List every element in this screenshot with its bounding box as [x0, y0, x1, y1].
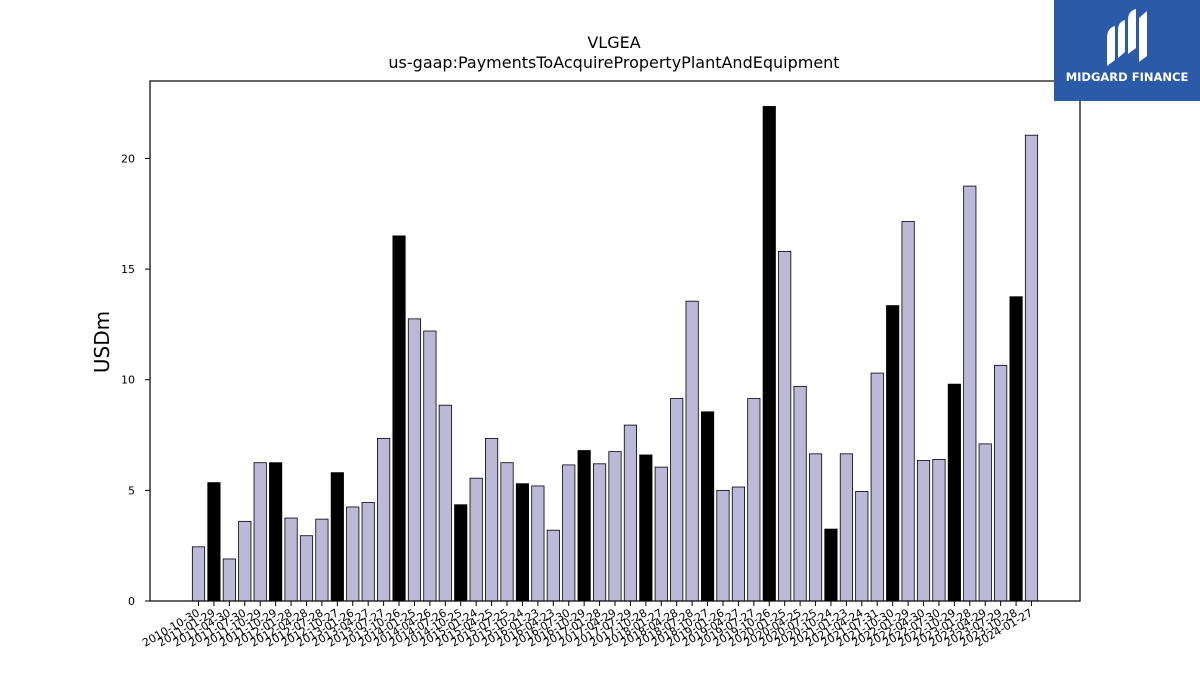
- bar: [731, 486, 745, 602]
- bar: [916, 460, 931, 602]
- bar: [299, 535, 314, 602]
- y-tick-label: 0: [128, 595, 135, 608]
- bar: [654, 466, 668, 602]
- bar: [886, 305, 900, 602]
- bar: [577, 450, 591, 602]
- logo-text: MIDGARD FINANCE: [1065, 70, 1189, 84]
- bar: [222, 558, 236, 602]
- bar: [623, 424, 638, 602]
- bar: [423, 330, 437, 602]
- bar: [207, 482, 221, 602]
- bar: [994, 364, 1008, 602]
- chart-title: VLGEA: [587, 33, 640, 52]
- chart-subtitle: us-gaap:PaymentsToAcquirePropertyPlantAn…: [388, 53, 839, 72]
- bar: [531, 485, 545, 602]
- bars-group: [191, 106, 1039, 602]
- bar: [253, 462, 267, 602]
- midgard-finance-logo: MIDGARD FINANCE: [1054, 0, 1200, 101]
- bar: [361, 502, 375, 602]
- x-axis: 2010-10-302011-01-292011-04-302011-07-30…: [140, 601, 1035, 650]
- bar: [238, 520, 252, 602]
- y-tick-label: 10: [121, 374, 135, 387]
- bar: [762, 106, 776, 602]
- bar: [716, 489, 730, 602]
- bar: [932, 458, 946, 602]
- bar: [392, 235, 406, 602]
- bar: [700, 411, 715, 602]
- bar: [500, 462, 514, 602]
- bar: [947, 383, 961, 602]
- bar: [608, 451, 622, 602]
- bar: [269, 462, 283, 602]
- bar: [330, 472, 344, 602]
- bar: [639, 454, 653, 602]
- bar: [315, 518, 329, 602]
- y-axis: 0 5 10 15 20: [121, 152, 150, 608]
- bar: [839, 453, 853, 602]
- bar: [978, 443, 992, 602]
- bar: [685, 300, 699, 602]
- y-tick-label: 20: [121, 152, 135, 165]
- bar: [963, 185, 977, 602]
- bar: [346, 506, 360, 602]
- bar: [870, 372, 884, 602]
- bar: [407, 318, 422, 602]
- bar: [546, 529, 560, 602]
- bar: [377, 437, 391, 602]
- bar: [284, 517, 298, 602]
- bar: [855, 491, 869, 602]
- bar: [1024, 134, 1039, 602]
- bar: [793, 385, 807, 602]
- bar: [1009, 296, 1023, 602]
- bar: [747, 398, 761, 602]
- bar: [593, 463, 607, 602]
- plot-frame: [149, 80, 1081, 602]
- bar: [191, 546, 206, 602]
- bar: [824, 528, 838, 602]
- bar: [515, 483, 530, 602]
- midgard-logo-icon: [1107, 9, 1147, 66]
- y-axis-label: USDm: [90, 311, 114, 373]
- bar: [778, 250, 792, 602]
- bar: [438, 404, 452, 602]
- y-tick-label: 5: [128, 484, 135, 497]
- y-tick-label: 15: [121, 263, 135, 276]
- bar: [808, 453, 823, 602]
- bar: [562, 464, 576, 602]
- bar: [485, 437, 499, 602]
- bar: [469, 477, 483, 602]
- bar: [670, 398, 684, 602]
- bar: [901, 221, 915, 602]
- bar: [454, 504, 468, 602]
